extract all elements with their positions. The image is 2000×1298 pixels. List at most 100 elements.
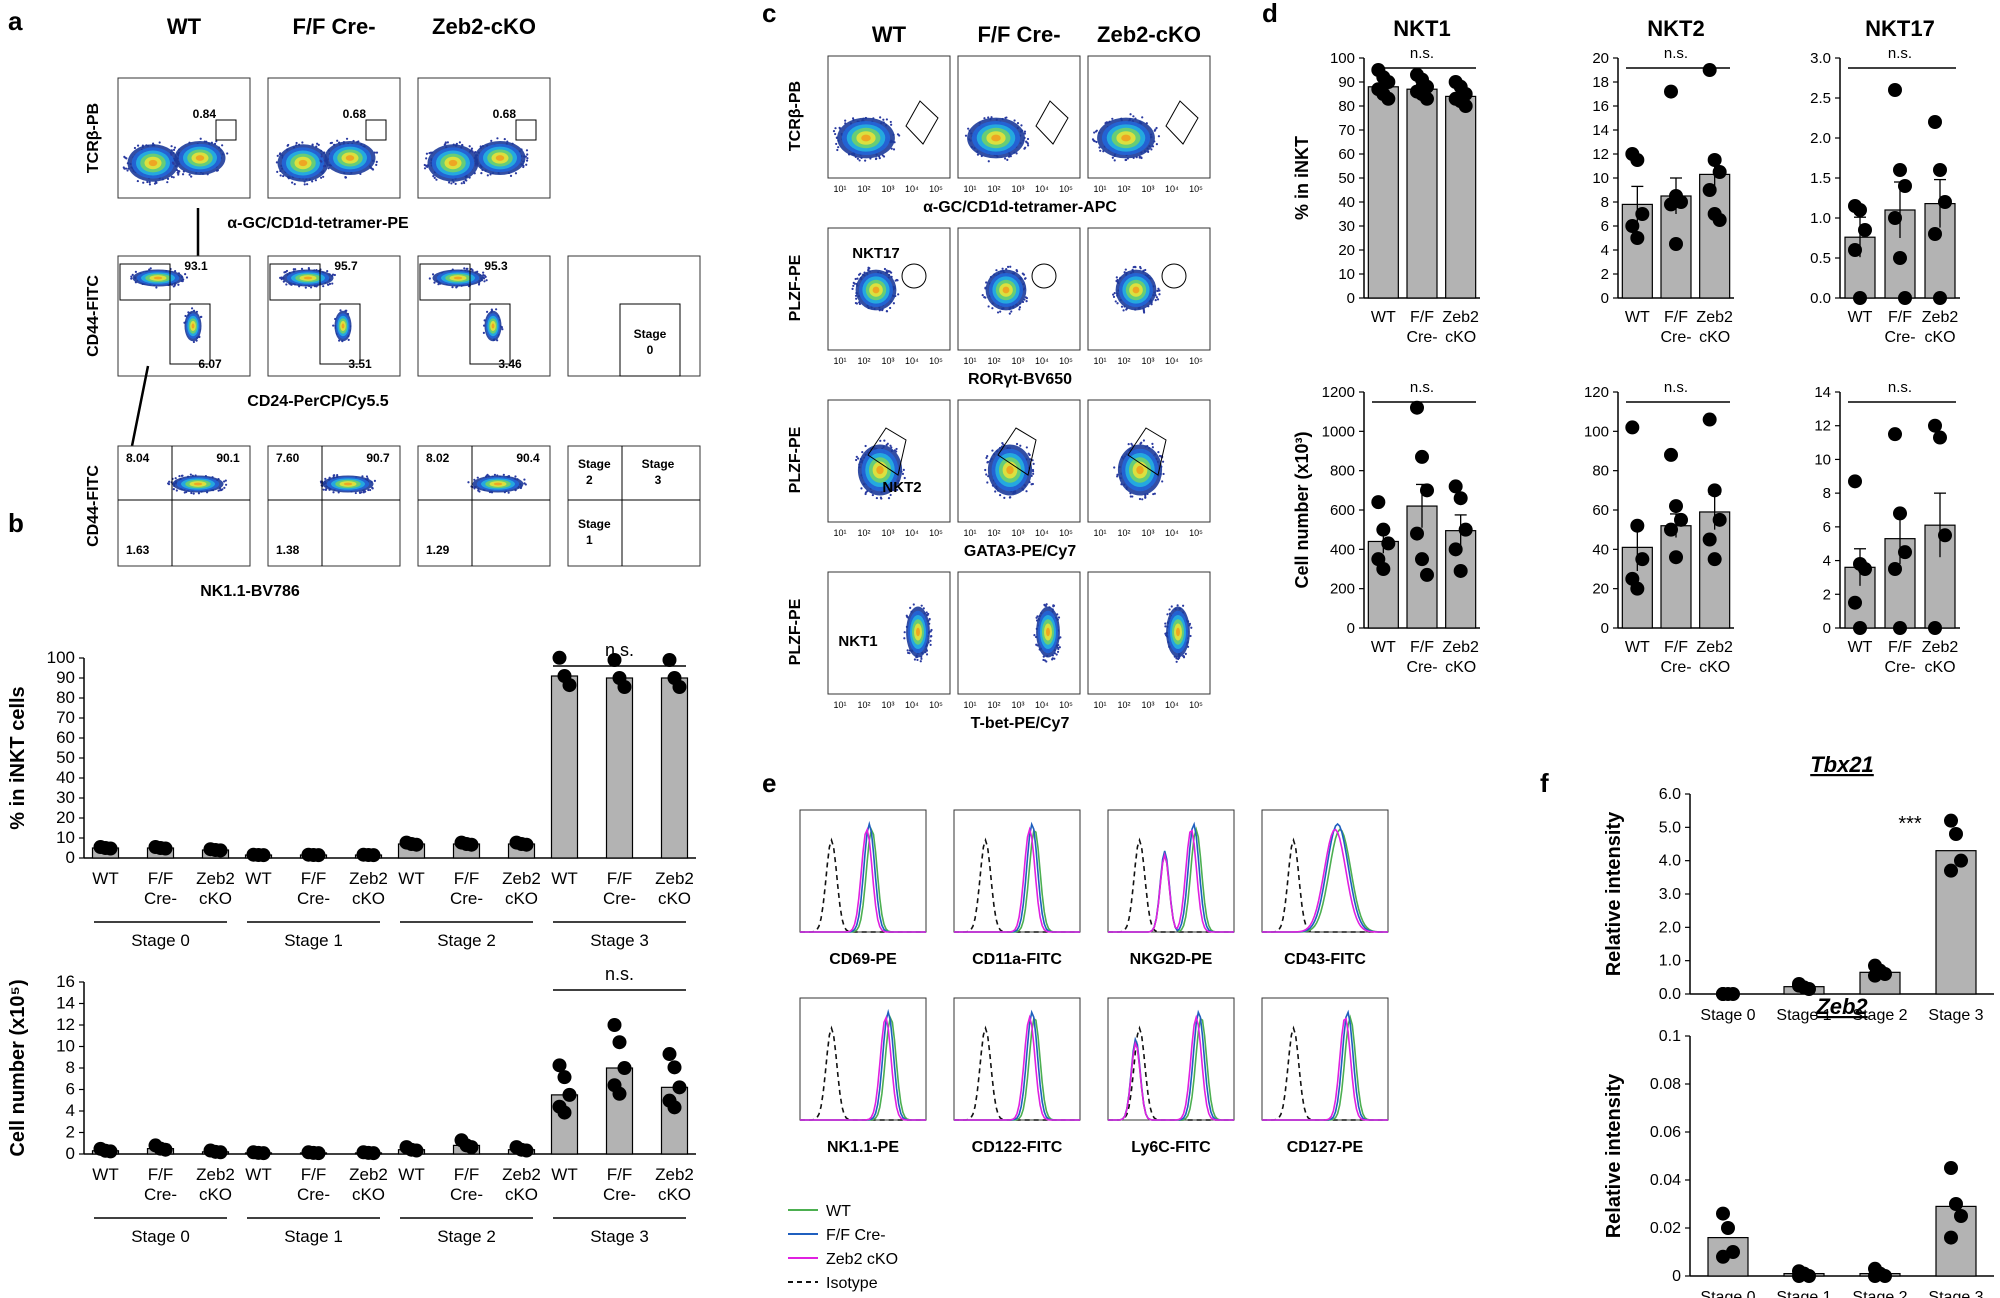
y-tick-label: 0.02	[1650, 1220, 1681, 1237]
y-tick-label: 0	[1347, 290, 1355, 307]
significance-label: ***	[1898, 813, 1922, 835]
c-blob-dot	[985, 473, 988, 476]
data-point	[1448, 479, 1463, 494]
c-plot-frame	[957, 571, 1081, 695]
a-row2-dot	[451, 286, 454, 289]
histogram-plot	[1107, 809, 1235, 933]
c-tick: 10²	[857, 700, 870, 710]
isotype-curve	[800, 837, 926, 933]
data-point	[1635, 552, 1650, 567]
x-tick-label: Zeb2	[196, 1165, 235, 1184]
x-tick-label: WT	[1848, 309, 1873, 326]
c-blob-dot	[857, 273, 861, 276]
y-tick-label: 600	[1330, 502, 1355, 519]
chart-f2: 0 0.02 0.04 0.06 0.08 0.1 Relative intensity Ze…	[1603, 994, 1994, 1298]
x-tick-label: Cre-	[1406, 659, 1437, 676]
c-blob-dot	[1025, 297, 1029, 300]
c-blob-density	[1132, 286, 1140, 294]
data-point	[1453, 563, 1468, 578]
y-tick-label: 0.04	[1650, 1172, 1681, 1189]
y-tick-label: 14	[1814, 384, 1831, 401]
a-row1b-dot	[471, 150, 474, 153]
c-gate-label: NKT2	[882, 479, 921, 496]
data-point	[1716, 1206, 1730, 1221]
c-tick: 10⁴	[1165, 356, 1179, 366]
a-row3-tr: 90.1	[216, 451, 240, 465]
c-tick: 10⁵	[1189, 356, 1203, 366]
c-blob-dot	[1111, 117, 1114, 120]
a-row1-dot	[316, 142, 319, 145]
x-tick-label: F/F	[301, 869, 327, 888]
y-tick-label: 200	[1330, 581, 1355, 598]
y-tick-label: 1000	[1322, 423, 1355, 440]
data-point	[1635, 207, 1650, 221]
data-point	[1944, 1161, 1958, 1175]
c-blob-dot	[1168, 608, 1171, 611]
c-blob-dot	[1006, 265, 1010, 269]
x-tick-label: Zeb2	[502, 1165, 541, 1184]
data-point	[1944, 813, 1958, 828]
data-point	[662, 653, 677, 667]
c-blob-dot	[996, 311, 1000, 314]
x-tick-label: Zeb2	[1922, 309, 1959, 326]
a-row1-dot	[275, 161, 278, 164]
histogram-curve	[1108, 829, 1234, 933]
a-row2-dot	[284, 270, 287, 274]
c-tick: 10²	[857, 184, 870, 194]
c-blob-density	[861, 134, 871, 142]
c-tick: 10¹	[963, 356, 976, 366]
x-tick-label: Zeb2	[1442, 309, 1479, 326]
a-row2-dot	[279, 276, 282, 280]
x-tick-label: WT	[398, 869, 424, 888]
c-blob-dot	[1015, 152, 1018, 155]
c-blob-dot	[856, 277, 859, 280]
a-row1-xlabel: α-GC/CD1d-tetramer-PE	[227, 215, 409, 232]
a-row2-dot	[285, 283, 288, 286]
c-tick: 10⁵	[1189, 184, 1203, 194]
y-tick-label: 18	[1592, 74, 1609, 91]
significance-label: n.s.	[1410, 45, 1434, 62]
a-row3-plot-frame	[117, 445, 251, 567]
data-point	[1721, 1221, 1735, 1235]
c-blob-dot	[1051, 657, 1054, 660]
data-point	[1858, 223, 1872, 237]
a-row3-ylabel: CD44-FITC	[85, 465, 102, 547]
x-tick-label: cKO	[1445, 329, 1476, 346]
c-blob-dot	[1164, 625, 1167, 628]
c-tick: 10⁴	[1165, 184, 1179, 194]
a-row2-dot	[134, 270, 137, 273]
data-point	[1707, 483, 1722, 498]
x-tick-label: Cre-	[450, 1185, 483, 1204]
c-tick: 10³	[1141, 184, 1154, 194]
c-tick: 10²	[987, 356, 1000, 366]
histogram-xlabel: CD43-FITC	[1284, 951, 1366, 968]
c-blob-dot	[1111, 156, 1114, 159]
x-tick-label: Stage 0	[1700, 1007, 1755, 1024]
c-blob-dot	[928, 618, 931, 621]
c-blob-dot	[1025, 490, 1028, 493]
x-tick-label: F/F	[148, 1165, 174, 1184]
histogram-plot	[953, 997, 1081, 1121]
c-blob-dot	[861, 451, 864, 454]
y-tick-label: 70	[1338, 122, 1355, 139]
c-plot: 10¹ 10² 10³ 10⁴ 10⁵	[957, 571, 1081, 710]
c-blob-dot	[1042, 658, 1045, 662]
data-point	[1949, 1197, 1963, 1211]
data-point	[1669, 499, 1683, 514]
c-row-ylabel: TCRβ-PB	[787, 81, 804, 151]
c-blob-dot	[913, 658, 917, 661]
a-row3-plot-frame	[417, 445, 551, 567]
a-row2-bottom: 3.46	[498, 357, 522, 371]
data-point	[552, 650, 567, 665]
y-tick-label: 8	[1823, 485, 1831, 502]
c-blob-dot	[871, 493, 874, 497]
c-blob-dot	[886, 442, 889, 445]
data-point	[1848, 474, 1862, 489]
c-blob-dot	[1025, 140, 1028, 143]
c-tick: 10³	[881, 700, 894, 710]
c-gate-label: NKT17	[852, 245, 900, 262]
c-blob-dot	[1115, 276, 1118, 279]
data-point	[1893, 506, 1907, 521]
c-blob-dot	[1177, 657, 1180, 661]
x-tick-label: Zeb2	[349, 1165, 388, 1184]
